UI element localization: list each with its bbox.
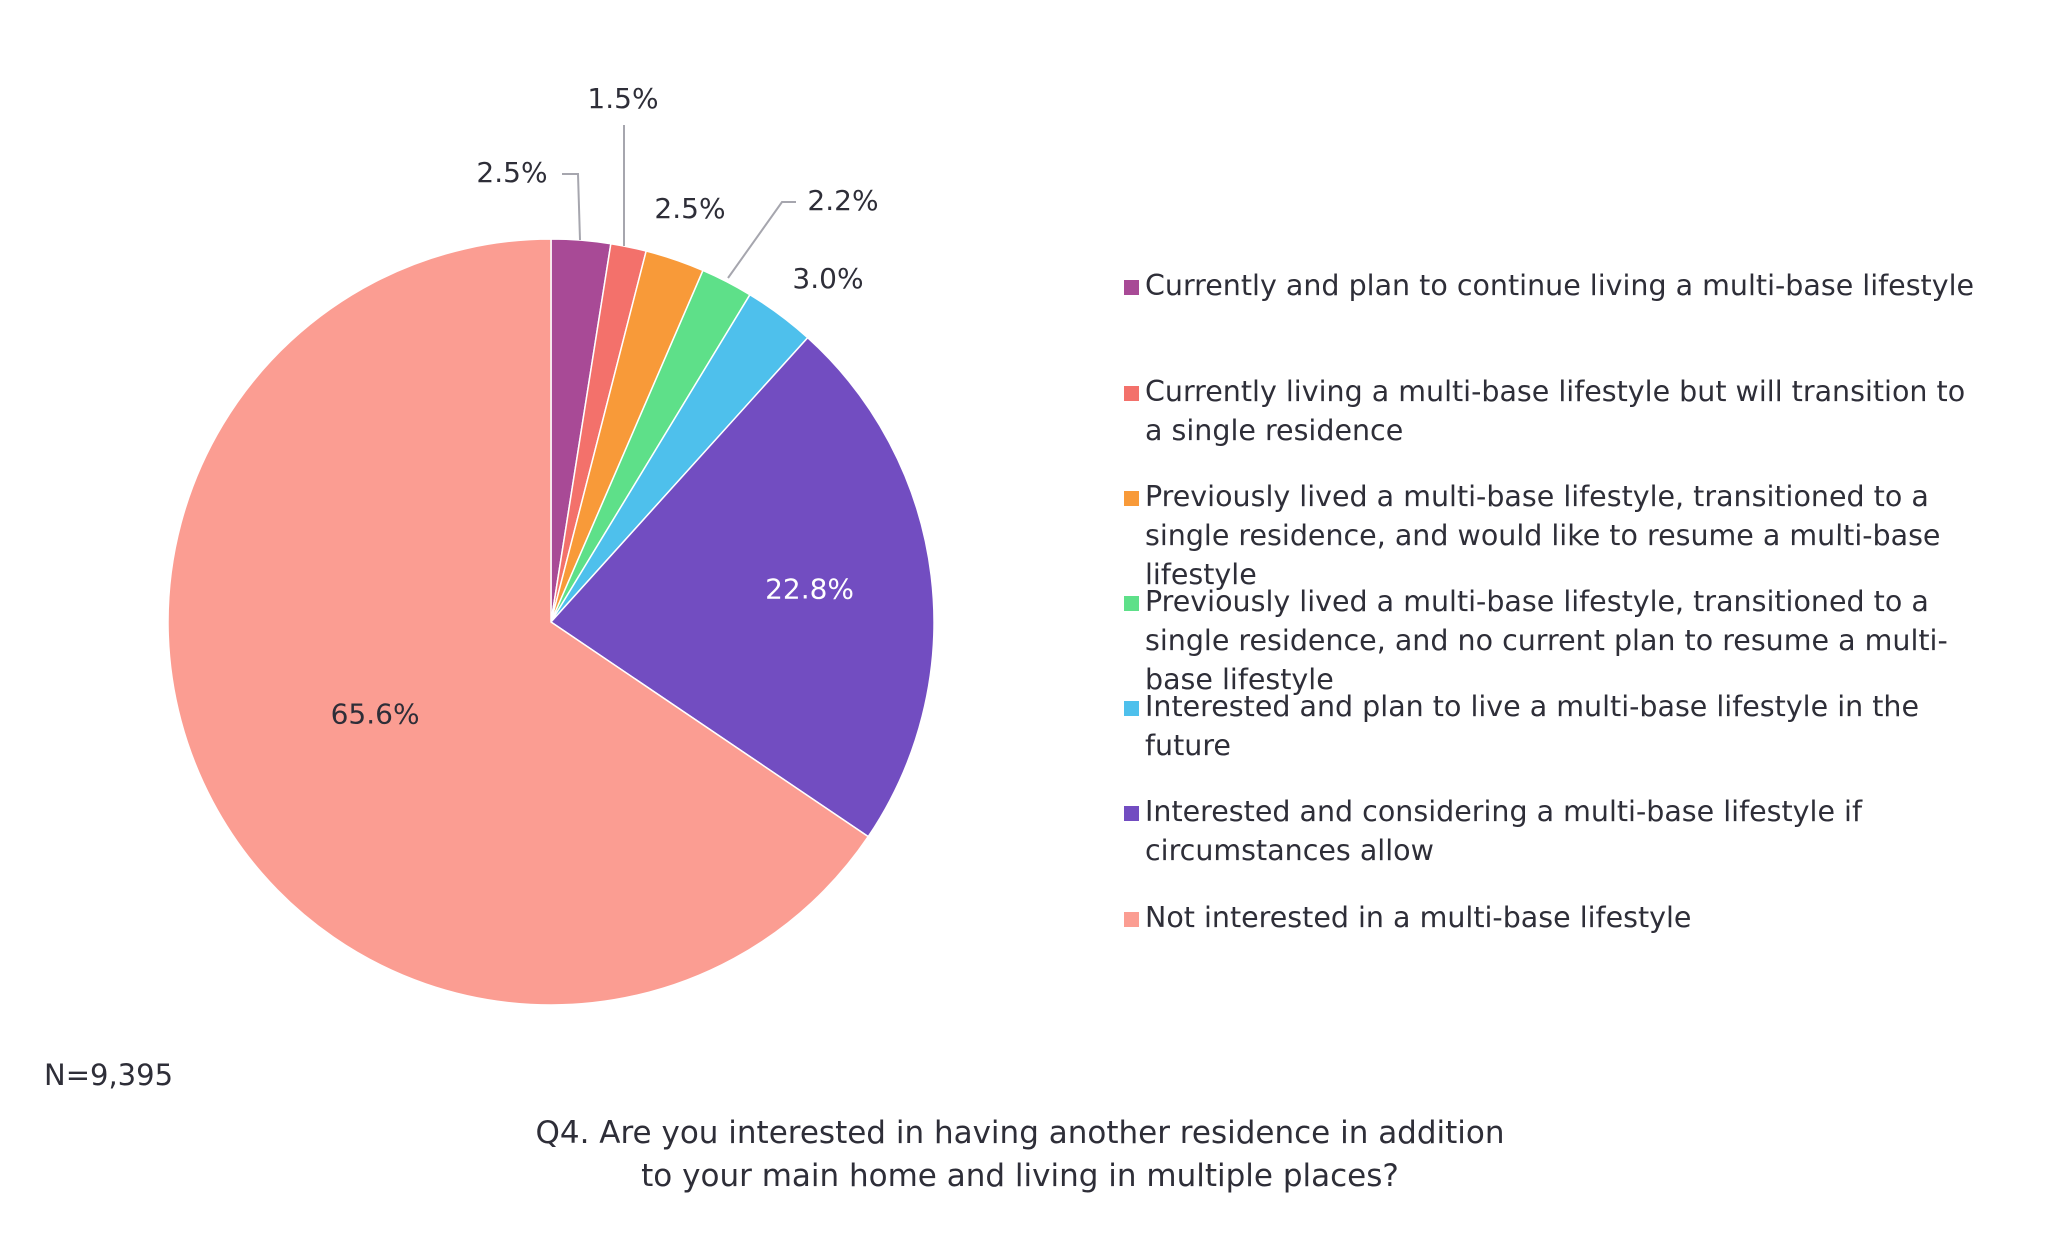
legend-label-line: Interested and considering a multi-base … [1145,795,1862,828]
chart-caption: Q4. Are you interested in having another… [400,1112,1640,1198]
legend-label: Previously lived a multi-base lifestyle,… [1145,477,2025,594]
legend-label-line: Currently and plan to continue living a … [1145,269,1975,302]
pie-slice-6 [549,336,935,838]
leader-line-1 [562,173,581,241]
legend-swatch [1124,280,1139,295]
legend-label-line: a single residence [1145,414,1404,447]
legend-label-line: single residence, and no current plan to… [1145,624,1948,657]
legend-label-line: base lifestyle [1145,663,1334,696]
slice-label-3: 2.5% [654,192,725,225]
legend-swatch [1124,806,1139,821]
legend-label-line: single residence, and would like to resu… [1145,519,1941,552]
sample-size-note: N=9,395 [44,1058,174,1092]
legend-label-line: Previously lived a multi-base lifestyle,… [1145,480,1929,513]
slice-label-5: 3.0% [792,262,863,295]
caption-line-2: to your main home and living in multiple… [641,1158,1399,1194]
legend-label-line: Not interested in a multi-base lifestyle [1145,901,1692,934]
legend-item: Currently living a multi-base lifestyle … [1124,372,2025,450]
legend-label: Previously lived a multi-base lifestyle,… [1145,582,2025,699]
legend-label: Currently living a multi-base lifestyle … [1145,372,2025,450]
legend-label-line: circumstances allow [1145,834,1434,867]
leader-line-4 [727,201,796,279]
pie-slice-7 [167,238,870,1006]
legend-swatch [1124,701,1139,716]
leader-lines [562,125,796,279]
slice-label-4: 2.2% [807,184,878,217]
legend-label-line: future [1145,729,1231,762]
legend-label-line: Currently living a multi-base lifestyle … [1145,375,1966,408]
legend-item: Previously lived a multi-base lifestyle,… [1124,477,2025,594]
slice-label-7: 65.6% [331,697,420,730]
legend-label: Interested and considering a multi-base … [1145,792,2025,870]
legend-swatch [1124,596,1139,611]
slice-label-1: 2.5% [476,156,547,189]
pie-slices [167,238,935,1006]
legend-label-line: Interested and plan to live a multi-base… [1145,690,1920,723]
legend-item: Interested and plan to live a multi-base… [1124,687,2025,765]
slice-labels: 2.5% 1.5% 2.5% 2.2% 3.0% 22.8% 65.6% [331,82,879,730]
slice-label-6: 22.8% [765,573,854,606]
legend-label-line: Previously lived a multi-base lifestyle,… [1145,585,1929,618]
legend-item: Interested and considering a multi-base … [1124,792,2025,870]
legend-item: Currently and plan to continue living a … [1124,266,2025,305]
legend-swatch [1124,491,1139,506]
legend-label: Not interested in a multi-base lifestyle [1145,898,2025,937]
legend-label: Currently and plan to continue living a … [1145,266,2025,305]
legend-swatch [1124,386,1139,401]
slice-label-2: 1.5% [587,82,658,115]
legend-label: Interested and plan to live a multi-base… [1145,687,2025,765]
legend-label-line: lifestyle [1145,558,1257,591]
caption-line-1: Q4. Are you interested in having another… [535,1115,1505,1151]
legend-swatch [1124,912,1139,927]
legend-item: Not interested in a multi-base lifestyle [1124,898,2025,937]
legend-item: Previously lived a multi-base lifestyle,… [1124,582,2025,699]
